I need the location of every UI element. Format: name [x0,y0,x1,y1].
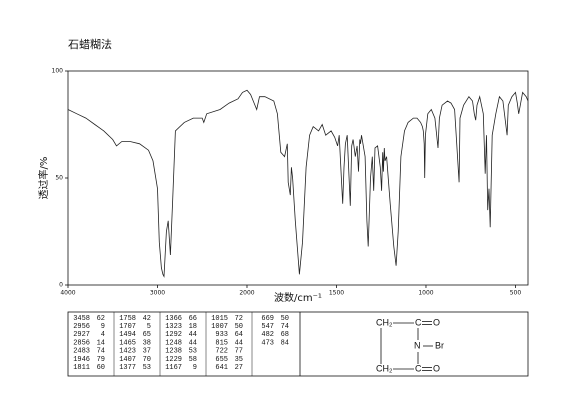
atom-label: CH₂ [376,317,393,327]
peak-wavenumber: 1238 [165,348,182,356]
peak-wavenumber: 482 [261,331,274,339]
x-tick-label: 1500 [329,290,344,297]
y-tick-label: 0 [59,282,63,289]
spectrum-line [67,89,529,278]
peak-transmittance: 58 [189,356,197,364]
peak-wavenumber: 669 [261,315,274,323]
peak-transmittance: 74 [281,323,289,331]
atom-label: CH₂ [376,363,393,373]
y-tick-label: 100 [52,68,64,75]
peak-transmittance: 60 [97,364,105,372]
peak-transmittance: 37 [143,348,151,356]
peak-wavenumber: 2956 [73,323,90,331]
peak-transmittance: 66 [189,315,197,323]
peak-wavenumber: 2927 [73,331,90,339]
peak-wavenumber: 1007 [211,323,228,331]
peak-wavenumber: 722 [215,348,228,356]
peak-wavenumber: 1811 [73,364,90,372]
peak-transmittance: 84 [281,339,289,347]
peak-transmittance: 18 [189,323,197,331]
peak-wavenumber: 1248 [165,339,182,347]
peak-transmittance: 50 [235,323,243,331]
peak-transmittance: 35 [235,356,243,364]
atom-label: O [433,363,440,373]
peak-transmittance: 44 [189,331,197,339]
x-tick-label: 3000 [150,290,165,297]
x-tick-label: 1000 [418,290,433,297]
peak-transmittance: 62 [97,315,105,323]
peak-wavenumber: 655 [215,356,228,364]
peak-wavenumber: 1229 [165,356,182,364]
peak-transmittance: 9 [193,364,197,372]
peak-transmittance: 77 [235,348,243,356]
y-tick-label: 50 [55,175,63,182]
peak-wavenumber: 1292 [165,331,182,339]
peak-wavenumber: 1366 [165,315,182,323]
peak-transmittance: 53 [189,348,197,356]
x-tick-label: 4000 [60,290,75,297]
peak-wavenumber: 547 [261,323,274,331]
peak-wavenumber: 473 [261,339,274,347]
atom-label: C [415,363,422,373]
peak-transmittance: 44 [189,339,197,347]
peak-wavenumber: 1707 [119,323,136,331]
peak-transmittance: 5 [147,323,151,331]
peak-transmittance: 53 [143,364,151,372]
peak-transmittance: 64 [235,331,243,339]
peak-wavenumber: 1423 [119,348,136,356]
peak-transmittance: 72 [235,315,243,323]
x-axis-label: 波数/cm⁻¹ [274,291,322,304]
peak-wavenumber: 1946 [73,356,90,364]
structure: CH₂ C O N Br CH₂ C O [376,317,444,373]
table-frame [67,311,529,377]
atom-label: C [415,317,422,327]
chart-title: 石蜡糊法 [68,37,112,51]
peak-transmittance: 9 [101,323,105,331]
peak-wavenumber: 1407 [119,356,136,364]
peak-transmittance: 27 [235,364,243,372]
peak-wavenumber: 641 [215,364,228,372]
peak-wavenumber: 3458 [73,315,90,323]
peak-wavenumber: 933 [215,331,228,339]
peak-transmittance: 68 [281,331,289,339]
x-tick-label: 2000 [239,290,254,297]
peak-wavenumber: 815 [215,339,228,347]
peak-wavenumber: 1167 [165,364,182,372]
peak-transmittance: 79 [97,356,105,364]
atom-label: N [414,340,421,350]
peak-wavenumber: 1377 [119,364,136,372]
y-axis-label: 透过率/% [37,157,50,200]
peak-transmittance: 42 [143,315,151,323]
peak-transmittance: 65 [143,331,151,339]
peak-transmittance: 70 [143,356,151,364]
peak-wavenumber: 1015 [211,315,228,323]
peak-wavenumber: 1323 [165,323,182,331]
peak-transmittance: 44 [235,339,243,347]
peak-wavenumber: 1465 [119,339,136,347]
peak-wavenumber: 1758 [119,315,136,323]
peak-transmittance: 38 [143,339,151,347]
atom-label: O [433,317,440,327]
peak-wavenumber: 2856 [73,339,90,347]
peak-transmittance: 4 [101,331,105,339]
peak-wavenumber: 2483 [73,348,90,356]
peak-transmittance: 50 [281,315,289,323]
peak-transmittance: 74 [97,348,105,356]
x-tick-label: 500 [510,290,522,297]
peak-transmittance: 14 [97,339,105,347]
atom-label: Br [435,340,444,350]
peak-wavenumber: 1494 [119,331,136,339]
